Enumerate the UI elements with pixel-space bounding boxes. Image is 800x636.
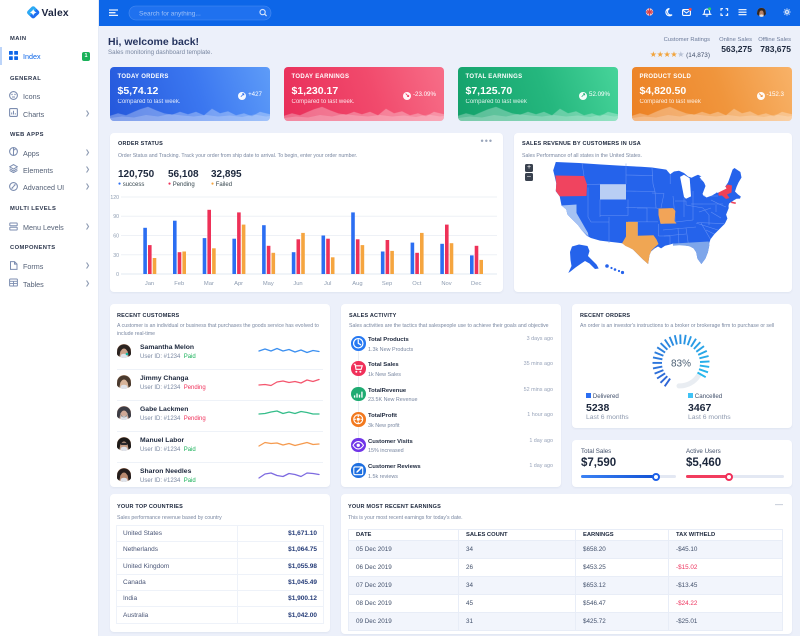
svg-text:Mar: Mar [204, 281, 214, 287]
svg-text:Jan: Jan [145, 281, 154, 287]
svg-text:90: 90 [113, 214, 119, 220]
svg-text:May: May [263, 281, 274, 287]
svg-text:Sep: Sep [382, 281, 392, 287]
svg-text:Aug: Aug [352, 281, 362, 287]
svg-text:0: 0 [116, 272, 119, 278]
svg-text:Oct: Oct [412, 281, 421, 287]
svg-text:30: 30 [113, 253, 119, 259]
svg-text:60: 60 [113, 234, 119, 240]
svg-text:Nov: Nov [441, 281, 451, 287]
svg-text:Apr: Apr [234, 281, 243, 287]
svg-text:Feb: Feb [174, 281, 184, 287]
svg-text:Valex: Valex [42, 8, 69, 19]
svg-text:120: 120 [110, 195, 119, 201]
svg-text:Jun: Jun [293, 281, 302, 287]
svg-text:Search for anything...: Search for anything... [139, 11, 201, 18]
svg-text:83%: 83% [670, 359, 690, 370]
svg-text:Dec: Dec [471, 281, 481, 287]
svg-text:Jul: Jul [324, 281, 331, 287]
